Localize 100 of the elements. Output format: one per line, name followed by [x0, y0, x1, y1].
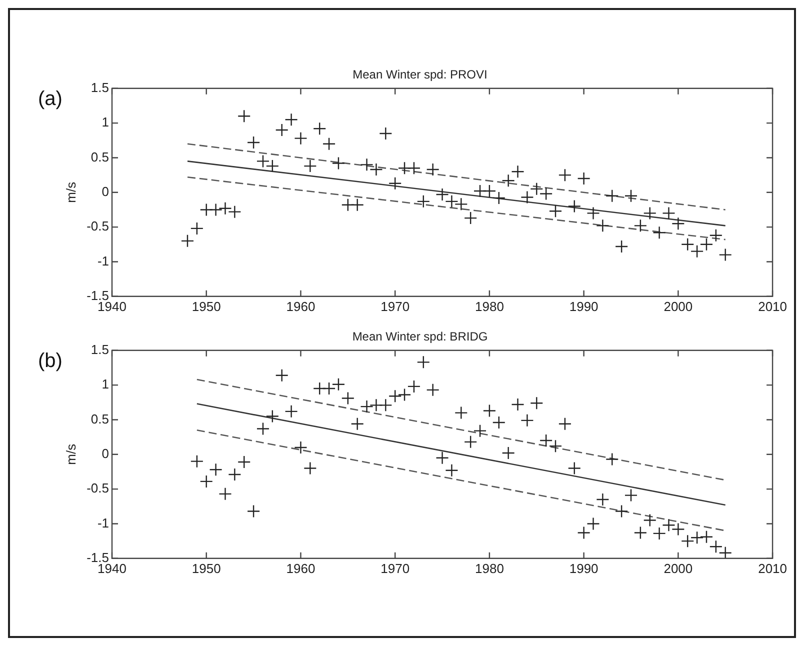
y-tick-label: 0.5 — [90, 411, 109, 426]
point — [473, 424, 487, 438]
point — [662, 206, 676, 220]
point — [360, 158, 374, 172]
point — [341, 392, 355, 405]
point — [238, 110, 251, 123]
point — [530, 182, 544, 196]
point — [388, 390, 402, 403]
x-tick-label: 2010 — [758, 298, 787, 314]
point — [436, 188, 449, 202]
point — [350, 198, 364, 212]
y-tick-label: 1.5 — [90, 342, 109, 357]
point — [379, 126, 392, 140]
text: (a) — [38, 88, 62, 111]
point — [596, 492, 610, 506]
x-tick-label: 1960 — [286, 298, 316, 314]
point — [643, 206, 656, 220]
point — [606, 189, 619, 202]
point — [266, 410, 280, 423]
point — [416, 356, 430, 369]
y-axis-title: m/s — [63, 181, 78, 203]
point — [614, 504, 628, 518]
point — [200, 474, 213, 488]
x-tick-label: 1980 — [474, 298, 504, 314]
point — [388, 176, 402, 190]
point — [275, 368, 288, 382]
point — [332, 378, 346, 391]
point — [624, 488, 638, 502]
point — [454, 198, 468, 211]
point — [502, 446, 515, 460]
y-tick-label: -0.5 — [86, 480, 109, 496]
x-tick-label: 1990 — [569, 560, 598, 576]
y-axis-title: m/s — [63, 443, 78, 465]
point — [690, 531, 704, 544]
point — [596, 219, 610, 232]
point — [322, 382, 336, 396]
point — [568, 462, 581, 475]
point — [530, 396, 544, 410]
point — [284, 404, 298, 418]
point — [416, 194, 430, 208]
point — [275, 123, 288, 137]
point — [246, 136, 260, 150]
point — [209, 203, 222, 216]
point — [218, 202, 232, 215]
point — [520, 190, 534, 204]
point — [624, 189, 638, 202]
point — [256, 422, 270, 436]
point — [228, 205, 242, 218]
point — [426, 383, 440, 397]
point — [482, 184, 496, 198]
point — [370, 162, 383, 176]
point — [246, 504, 260, 518]
point — [634, 526, 648, 540]
x-tick-label: 1970 — [380, 298, 410, 314]
point — [238, 455, 251, 469]
x-tick-label: 1970 — [380, 560, 410, 576]
point — [180, 234, 194, 248]
point — [492, 416, 506, 430]
point — [304, 159, 317, 173]
text: (b) — [38, 350, 62, 373]
point — [652, 226, 666, 240]
point — [511, 165, 524, 178]
point — [294, 440, 308, 454]
x-tick-label: 1950 — [192, 560, 221, 576]
chart-title: Mean Winter spd: PROVI — [352, 68, 488, 82]
point — [558, 417, 572, 430]
chart-title: Mean Winter spd: BRIDG — [352, 330, 488, 344]
x-tick-label: 2000 — [664, 560, 693, 576]
point — [643, 514, 656, 527]
point — [709, 228, 723, 242]
point — [672, 522, 685, 536]
point — [379, 398, 392, 412]
point — [313, 122, 326, 136]
point — [690, 244, 704, 258]
point — [548, 204, 562, 218]
point — [200, 203, 213, 216]
point — [398, 388, 412, 402]
x-tick-label: 1960 — [286, 560, 316, 576]
point — [586, 517, 600, 530]
point — [548, 439, 562, 453]
point — [228, 468, 242, 482]
point — [445, 464, 458, 477]
point — [520, 414, 534, 428]
y-tick-label: -1.5 — [86, 550, 109, 565]
y-tick-label: 0 — [102, 184, 109, 199]
point — [634, 219, 648, 232]
point — [284, 113, 298, 126]
x-tick-label: 2000 — [664, 298, 693, 314]
point — [586, 206, 600, 220]
point — [681, 534, 694, 548]
y-tick-label: -1.5 — [86, 288, 109, 303]
point — [407, 380, 421, 394]
point — [304, 462, 317, 475]
point — [662, 518, 676, 532]
point — [190, 222, 204, 236]
point — [539, 434, 553, 448]
point — [539, 187, 553, 200]
point — [209, 463, 222, 476]
point — [426, 162, 440, 176]
point — [709, 540, 723, 554]
